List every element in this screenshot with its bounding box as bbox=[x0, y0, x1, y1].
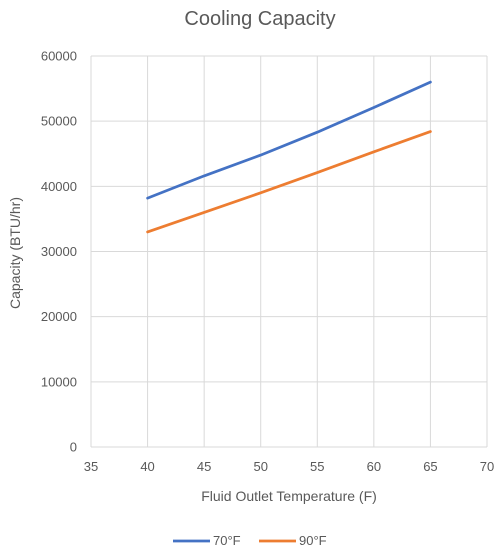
y-tick-label: 50000 bbox=[41, 114, 77, 129]
legend-label-1: 90°F bbox=[299, 533, 327, 548]
y-axis-title: Capacity (BTU/hr) bbox=[7, 197, 23, 309]
chart-title: Cooling Capacity bbox=[184, 8, 335, 30]
x-axis-title: Fluid Outlet Temperature (F) bbox=[201, 488, 377, 504]
y-tick-label: 0 bbox=[70, 440, 77, 455]
legend-label-0: 70°F bbox=[213, 533, 241, 548]
x-tick-label: 60 bbox=[367, 459, 381, 474]
series-line-1 bbox=[146, 130, 432, 234]
legend: 70°F 90°F bbox=[173, 533, 327, 548]
y-tick-label: 20000 bbox=[41, 309, 77, 324]
x-tick-label: 40 bbox=[140, 459, 154, 474]
x-tick-label: 35 bbox=[84, 459, 98, 474]
x-tick-label: 65 bbox=[423, 459, 437, 474]
x-tick-label: 55 bbox=[310, 459, 324, 474]
y-tick-label: 10000 bbox=[41, 374, 77, 389]
x-tick-label: 45 bbox=[197, 459, 211, 474]
y-tick-label: 30000 bbox=[41, 244, 77, 259]
series-lines bbox=[146, 80, 432, 234]
grid-lines bbox=[90, 55, 488, 448]
y-tick-label: 60000 bbox=[41, 49, 77, 64]
y-tick-label: 40000 bbox=[41, 179, 77, 194]
x-tick-label: 50 bbox=[253, 459, 267, 474]
x-tick-label: 70 bbox=[480, 459, 494, 474]
series-line-0 bbox=[146, 80, 432, 200]
tick-labels: 0 10000 20000 30000 40000 50000 60000 35 40 45 50 5… bbox=[41, 49, 494, 475]
